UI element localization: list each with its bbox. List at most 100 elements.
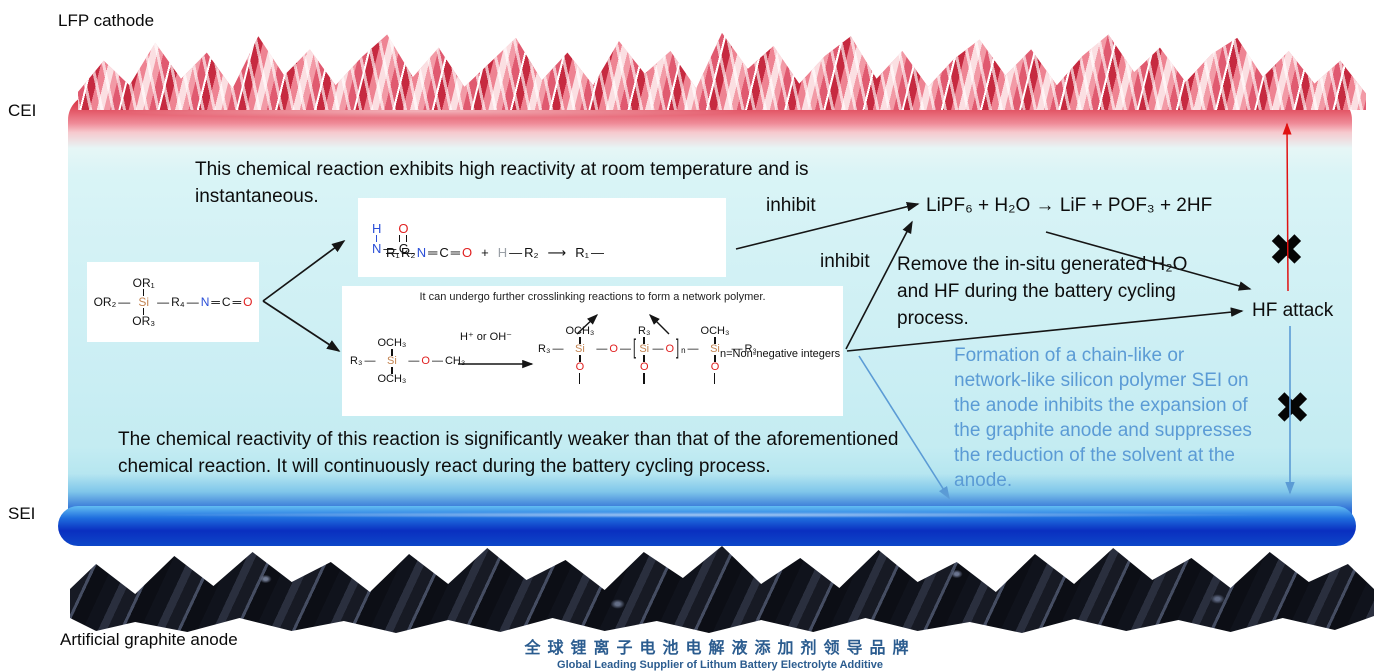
si-stack: OCH₃ Si O xyxy=(700,325,730,384)
bond xyxy=(142,308,145,315)
formula-token: ⟶ xyxy=(547,245,567,260)
blocked-cross-top: ✖ xyxy=(1268,226,1305,275)
formula-token: CH₃ xyxy=(444,355,466,367)
h-atom: H xyxy=(372,221,382,236)
formula-token: OR₂ xyxy=(93,295,117,309)
bond xyxy=(391,367,393,374)
si-atom: Si xyxy=(639,343,650,355)
formula-token: — xyxy=(619,343,631,355)
c-atom: C xyxy=(398,241,409,256)
o-atom: O xyxy=(575,361,585,373)
silane-formula: OR₂ — OR₁ Si OR₃ — R₄ — N ═ C ═ O xyxy=(94,277,253,327)
si-stack: OCH₃ Si OCH₃ xyxy=(377,338,406,385)
si-atom: Si xyxy=(138,295,150,309)
formula-token: — xyxy=(401,245,415,260)
formula-token: R₃ xyxy=(350,355,363,367)
formula-token: — xyxy=(731,343,743,355)
formula-segment: — O] n — xyxy=(652,338,699,359)
or1-group: OR₁ xyxy=(132,276,155,290)
bond xyxy=(714,337,716,344)
si-stack: R₃ Si O xyxy=(638,325,651,384)
formula-token: — xyxy=(186,295,199,309)
r3-group: R₃ xyxy=(638,325,651,337)
reaction1-formula: R₁ — N ═ C ═ O + H — R₂ ⟶ R₁ — H N — O C — R₂ xyxy=(372,222,604,259)
brand-slogan-cn: 全球锂离子电池电解液添加剂领导品牌 xyxy=(524,640,916,657)
formula-token: R₂ xyxy=(401,245,416,260)
reaction2-card: It can undergo further crosslinking reac… xyxy=(342,286,843,416)
formula-token: C xyxy=(439,245,449,260)
formula-token: H xyxy=(497,245,508,260)
formula-token: — xyxy=(408,355,420,367)
double-bond xyxy=(399,235,408,242)
inhibit-label-1: inhibit xyxy=(766,195,816,216)
blocked-cross-bottom: ✖ xyxy=(1274,384,1311,433)
anode-label: Artificial graphite anode xyxy=(60,630,238,649)
formula-token: R₁ xyxy=(575,245,589,260)
brand-footer: 全球锂离子电池电解液添加剂领导品牌 Global Leading Supplie… xyxy=(440,634,1000,671)
formula-token: ═ xyxy=(232,295,242,309)
bond xyxy=(643,337,645,344)
formula-token: — xyxy=(157,295,170,309)
sei-formation-note: Formation of a chain-like or network-lik… xyxy=(954,345,1252,491)
formula-token: O xyxy=(462,245,473,260)
nh-stack: H N xyxy=(372,222,381,255)
formula-token: — xyxy=(652,343,664,355)
formula-token: C xyxy=(221,295,231,309)
methoxysilane-formula: R₃ — OCH₃ Si OCH₃ — O — CH₃ xyxy=(350,338,465,385)
formula-segment: — R₄ — N ═ C ═ O xyxy=(157,296,252,308)
bond xyxy=(643,355,645,362)
n-atom: N xyxy=(372,241,382,256)
formula-token: — xyxy=(431,355,443,367)
formula-token: ═ xyxy=(428,245,438,260)
reaction1-note: This chemical reaction exhibits high rea… xyxy=(195,159,809,207)
si-stack: OCH₃ Si O xyxy=(565,325,595,384)
graphite-anode-particles xyxy=(70,546,1374,633)
bond xyxy=(579,337,581,344)
bond xyxy=(391,349,393,356)
formula-segment: — R₃ xyxy=(731,344,756,355)
or3-group: OR₃ xyxy=(132,314,156,328)
bond xyxy=(714,355,716,362)
formula-token: R₃ xyxy=(744,343,757,355)
cei-label: CEI xyxy=(8,101,37,120)
formula-token: O xyxy=(609,343,618,355)
formula-token: O xyxy=(421,355,430,367)
och3-group: OCH₃ xyxy=(377,337,407,349)
o-atom: O xyxy=(710,361,720,373)
formula-segment: R₃ — xyxy=(350,356,375,367)
formula-segment: R₃ — xyxy=(538,344,563,355)
och3-group: OCH₃ xyxy=(565,325,595,337)
och3-group: OCH₃ xyxy=(377,373,407,385)
co-stack: O C xyxy=(398,222,408,255)
formula-token: R₁ xyxy=(386,245,400,260)
bond xyxy=(142,289,145,296)
silane-si-stack: OR₁ Si OR₃ xyxy=(132,277,155,327)
formula-token: — xyxy=(596,343,608,355)
lfp-cathode-label: LFP cathode xyxy=(58,11,155,30)
formula-token: R₃ xyxy=(538,343,551,355)
hf-attack-label: HF attack xyxy=(1252,300,1334,321)
formula-token: — xyxy=(552,343,564,355)
bond xyxy=(375,235,378,242)
hydrolysis-equation: LiPF₆ + H₂O → LiF + POF₃ + 2HF xyxy=(926,195,1213,216)
reaction-condition: H⁺ or OH⁻ xyxy=(460,331,512,343)
formula-token: N xyxy=(416,245,427,260)
formula-token: R₂ xyxy=(524,245,539,260)
formula-token: R₄ xyxy=(171,295,185,309)
formula-token: — xyxy=(590,245,604,260)
formula-token: ═ xyxy=(211,295,220,309)
sei-label: SEI xyxy=(8,504,36,523)
formula-token: n xyxy=(681,346,686,355)
bond xyxy=(579,355,581,362)
formula-segment: — O — CH₃ xyxy=(408,356,465,367)
formula-token: O xyxy=(243,295,253,309)
o-atom: O xyxy=(639,361,649,373)
formula-token: [ xyxy=(632,337,636,360)
formula-token: — xyxy=(687,343,699,355)
och3-group: OCH₃ xyxy=(700,325,730,337)
o-atom: O xyxy=(398,221,409,236)
formula-token: — xyxy=(509,245,523,260)
formula-token: — xyxy=(364,355,376,367)
formula-token: O xyxy=(665,343,674,355)
